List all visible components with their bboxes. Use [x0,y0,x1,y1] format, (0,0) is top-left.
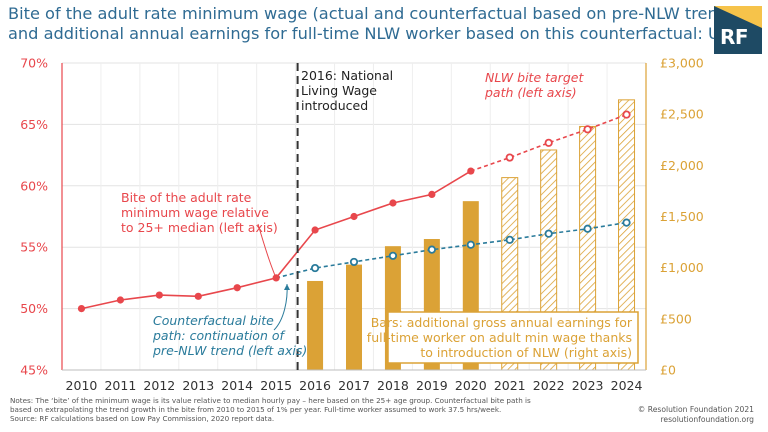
bars-label: Bars: additional gross annual earnings f… [371,315,633,330]
y-right-tick-label: £500 [660,311,692,326]
data-point [194,292,202,300]
x-tick-label: 2024 [611,378,643,393]
data-point [389,199,397,207]
y-right-tick-label: £3,000 [660,56,704,71]
logo-accent-triangle [714,6,762,28]
nlw-introduction-label: 2016: National [301,68,393,83]
data-point [310,263,320,273]
data-point [544,138,553,147]
data-point [233,284,241,292]
data-point [116,296,124,304]
y-left-tick-label: 50% [20,301,48,316]
nlw-introduction-label: introduced [301,98,368,113]
data-point [311,226,319,234]
credit-line-1: © Resolution Foundation 2021 [637,405,754,414]
data-point [583,125,592,134]
x-tick-label: 2018 [377,378,409,393]
bars-label: full-time worker on adult min wage thank… [367,330,632,345]
x-tick-label: 2022 [533,378,565,393]
bite-label: to 25+ median (left axis) [121,220,278,235]
credit: © Resolution Foundation 2021 resolutionf… [638,405,754,425]
x-tick-label: 2023 [572,378,604,393]
title-line-2: and additional annual earnings for full-… [8,24,731,43]
data-point [349,257,359,267]
x-tick-label: 2010 [66,378,98,393]
data-point [622,218,631,227]
counterfactual-label-pointer [273,283,288,331]
bars-label-box [387,311,639,364]
counterfactual-label: Counterfactual bite [153,313,274,328]
counterfactual-label: pre-NLW trend (left axis) [152,343,307,358]
data-point [428,190,436,198]
x-tick-label: 2021 [494,378,526,393]
chart-title: Bite of the adult rate minimum wage (act… [8,4,735,44]
rf-logo: RF [714,6,762,54]
bar [346,264,362,370]
bar [307,280,324,370]
logo-text: RF [720,25,749,49]
counterfactual-label: path: continuation of [152,328,285,343]
x-tick-label: 2017 [338,378,370,393]
x-tick-label: 2011 [104,378,136,393]
data-point [505,235,514,244]
y-left-tick-label: 70% [20,56,48,71]
data-point [583,224,592,233]
data-point [388,251,398,260]
bite-label: Bite of the adult rate [121,190,252,205]
credit-line-2: resolutionfoundation.org [660,415,754,424]
title-line-1: Bite of the adult rate minimum wage (act… [8,4,735,23]
y-right-tick-label: £2,000 [660,158,704,173]
bite-label: minimum wage relative [121,205,269,220]
x-tick-label: 2012 [143,378,175,393]
notes-line-1: Notes: The ‘bite’ of the minimum wage is… [10,396,531,405]
bite-label-pointer [257,223,277,279]
x-tick-label: 2014 [221,378,253,393]
y-left-tick-label: 60% [20,178,48,193]
target-path-label: path (left axis) [484,85,577,100]
data-point [505,153,514,162]
data-point [350,212,358,221]
x-tick-label: 2013 [182,378,214,393]
y-left-tick-label: 55% [20,240,48,255]
data-point [466,240,475,249]
y-right-tick-label: £1,000 [660,260,704,275]
target-path-label: NLW bite target [485,70,584,85]
data-point [467,167,475,175]
y-right-tick-label: £2,500 [660,107,704,122]
bars-label: to introduction of NLW (right axis) [420,345,632,360]
data-point [77,305,86,313]
counterfactual-arrowhead [284,284,290,290]
x-tick-label: 2016 [299,378,331,393]
notes-line-2: based on extrapolating the trend growth … [10,405,502,414]
data-point [544,229,553,238]
data-point [622,110,631,119]
y-left-tick-label: 45% [20,363,48,378]
x-tick-label: 2020 [455,378,487,393]
x-tick-label: 2015 [260,378,292,393]
y-right-tick-label: £1,500 [660,209,704,224]
y-right-tick-label: £0 [660,363,676,378]
notes: Notes: The ‘bite’ of the minimum wage is… [10,396,570,423]
y-left-tick-label: 65% [20,117,48,132]
data-point [427,245,436,254]
source-line: Source: RF calculations based on Low Pay… [10,414,275,423]
x-tick-label: 2019 [416,378,448,393]
series-line [275,221,627,279]
nlw-introduction-label: Living Wage [301,83,377,98]
data-point [155,291,163,299]
